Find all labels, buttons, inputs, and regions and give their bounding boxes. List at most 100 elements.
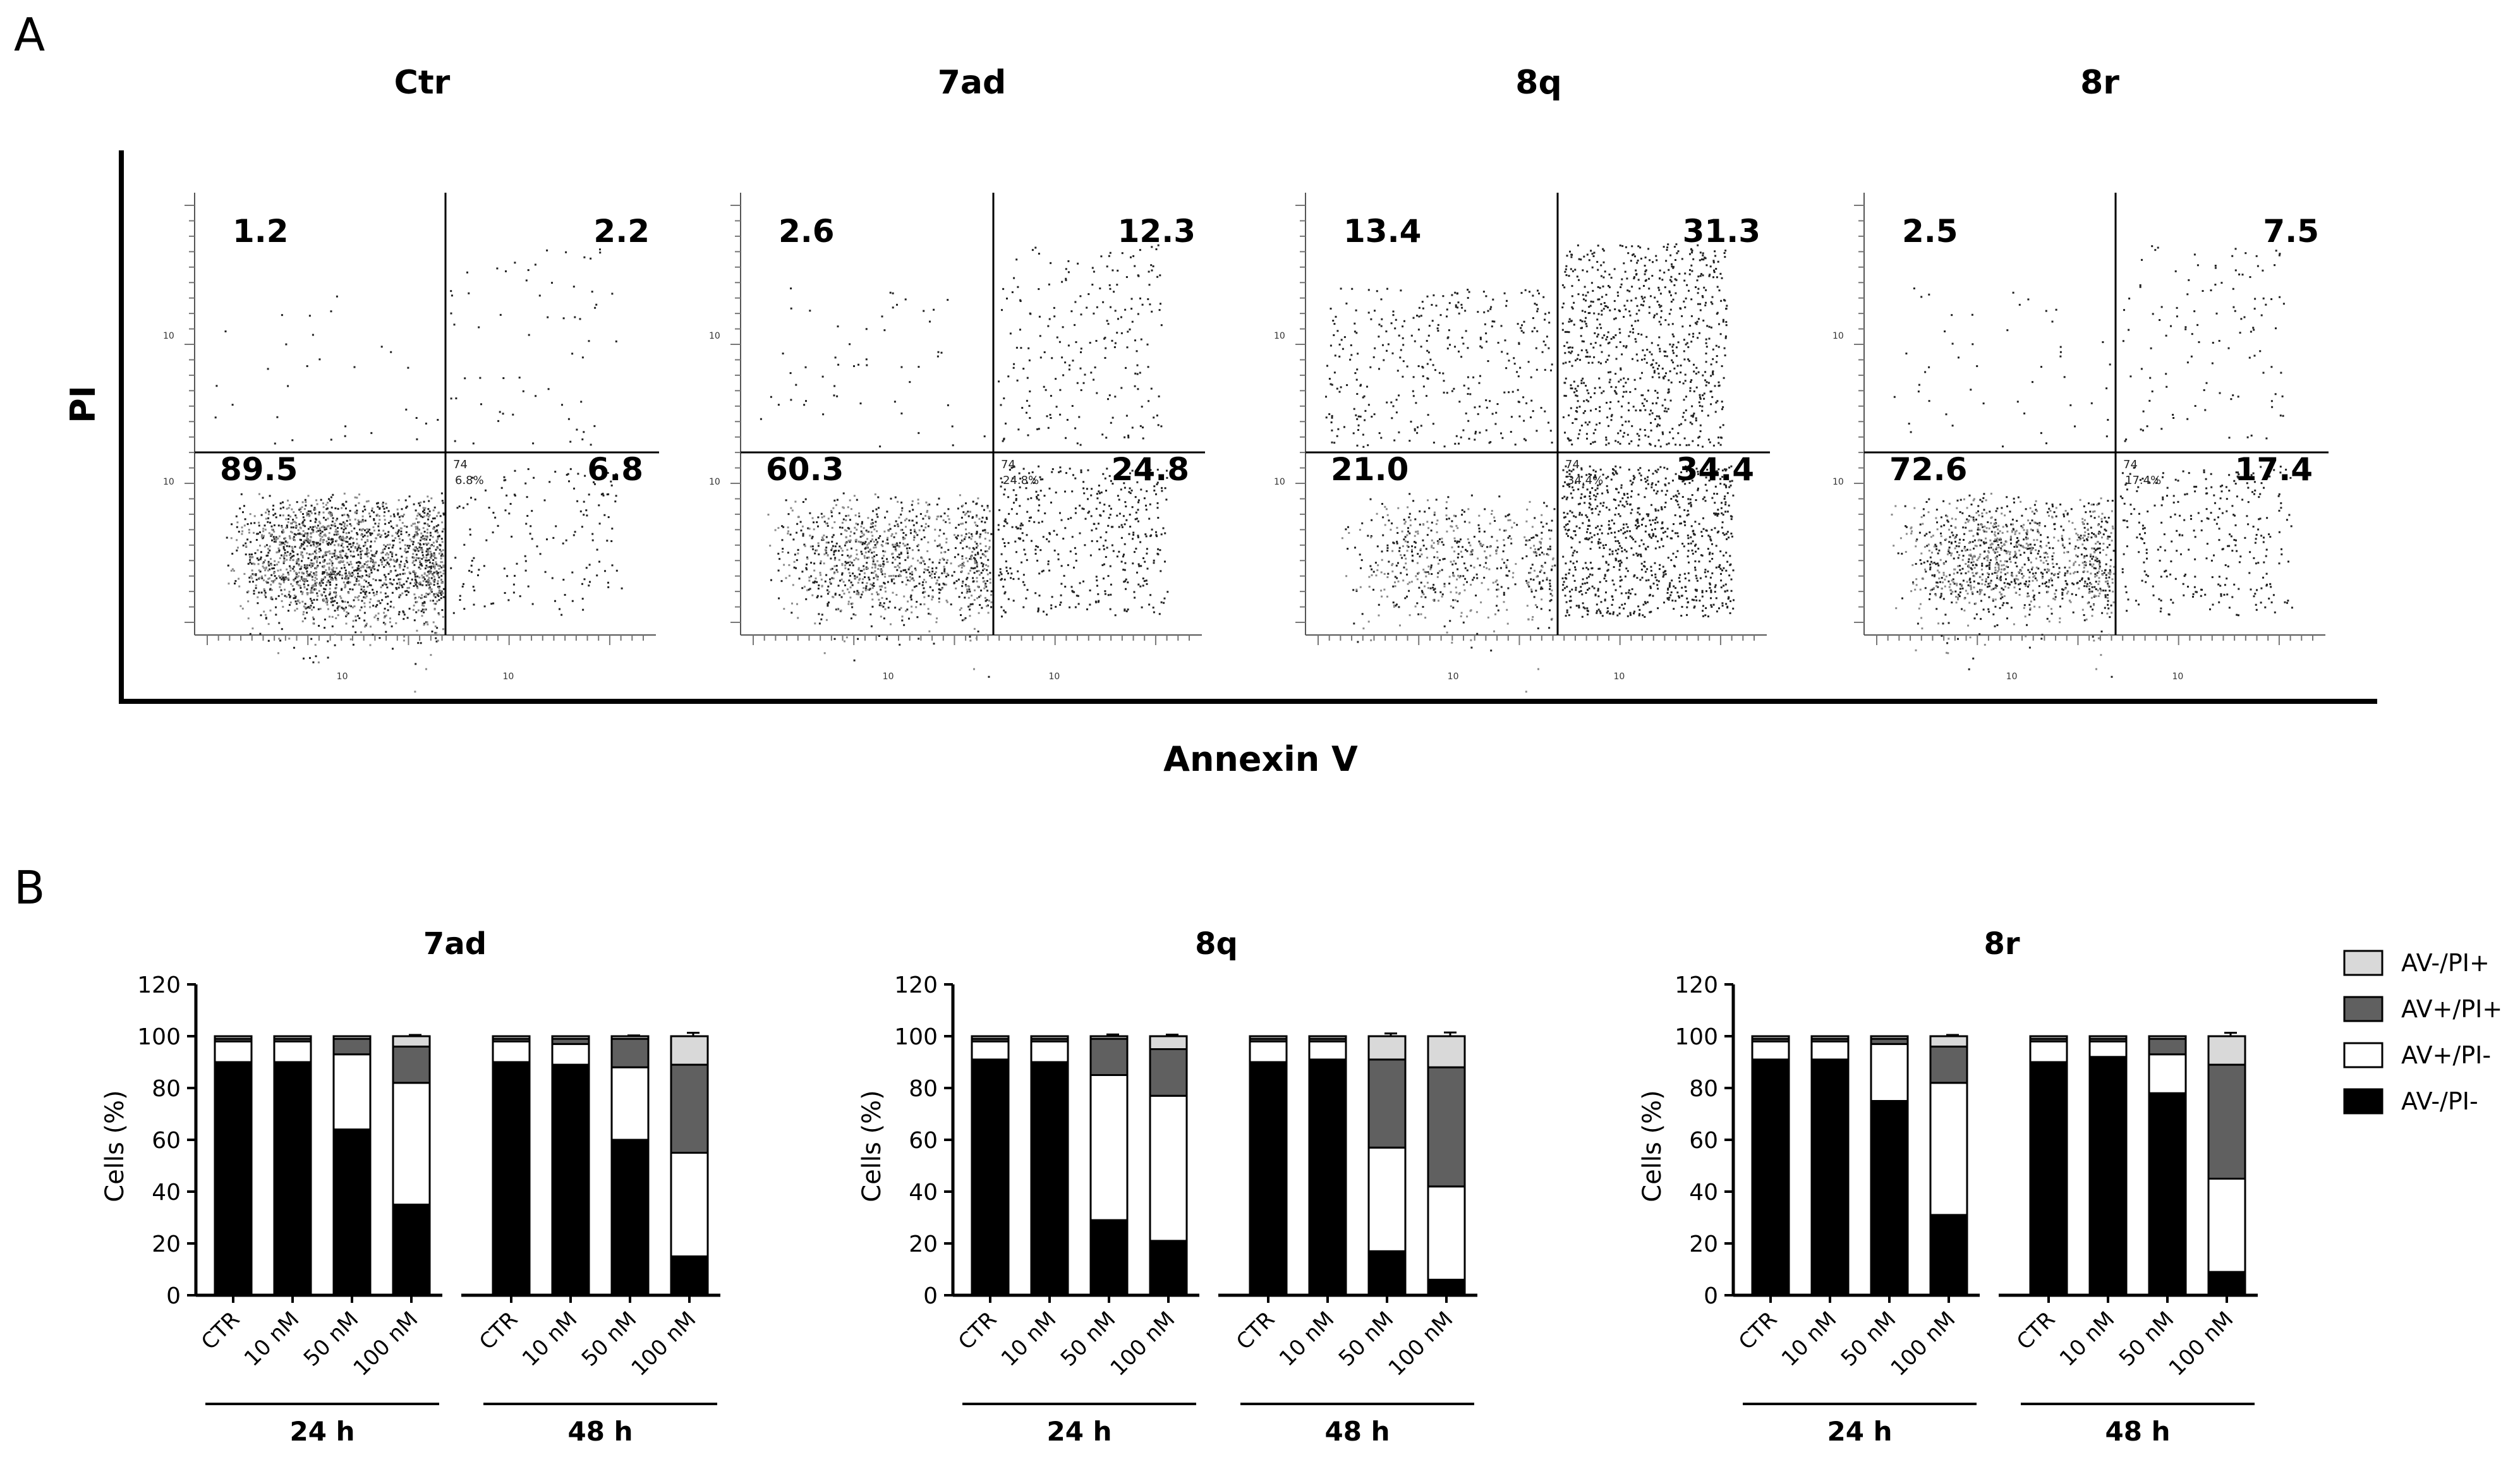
panel-a-ylabel: PI bbox=[63, 385, 103, 423]
dot-plot-7ad: 7ad 10 10 10 10 2.6 12.3 60.3 24.8 24.8% 74 bbox=[709, 64, 1205, 682]
y-tick-label: 120 bbox=[894, 972, 938, 998]
bar-segment bbox=[2207, 1178, 2246, 1273]
bar-segment bbox=[1810, 1035, 1850, 1040]
y-tick-label: 0 bbox=[1704, 1283, 1718, 1309]
y-axis-label: Cells (%) bbox=[1638, 1090, 1667, 1202]
legend-label: AV-/PI- bbox=[2401, 1087, 2478, 1115]
group-label: 48 h bbox=[1325, 1416, 1390, 1447]
y-tick-label: 20 bbox=[909, 1231, 938, 1257]
bar-segment bbox=[1149, 1240, 1188, 1297]
bar-segment bbox=[1810, 1040, 1850, 1061]
x-tick-label: CTR bbox=[1734, 1307, 1782, 1355]
bar-segment bbox=[610, 1035, 650, 1040]
chart-title: 8q bbox=[1195, 926, 1238, 962]
bar-segment bbox=[551, 1063, 590, 1297]
bar-segment bbox=[1089, 1074, 1129, 1221]
quadrant-value-ur: 12.3 bbox=[1118, 213, 1196, 250]
dot-plot-dense-events bbox=[1341, 499, 1554, 693]
quadrant-value-lr: 34.4 bbox=[1676, 451, 1754, 488]
bar-segment bbox=[332, 1037, 372, 1056]
quadrant-inset-label: 17.4% bbox=[2125, 474, 2161, 487]
bar-segment bbox=[2029, 1040, 2068, 1063]
group-label: 24 h bbox=[1047, 1416, 1112, 1447]
x-tick-label: 100 nM bbox=[1886, 1307, 1961, 1381]
legend-item: AV-/PI- bbox=[2343, 1087, 2478, 1115]
bar-segment bbox=[1308, 1058, 1347, 1297]
y-tick-label: 10 bbox=[1832, 331, 1844, 341]
y-tick-label: 60 bbox=[909, 1128, 938, 1154]
bar-segment bbox=[1929, 1045, 1968, 1084]
group-label: 48 h bbox=[568, 1416, 633, 1447]
bar-segment bbox=[2148, 1035, 2187, 1040]
y-tick-label: 10 bbox=[709, 331, 720, 341]
y-axis-label: Cells (%) bbox=[857, 1090, 887, 1202]
bar-segment bbox=[332, 1053, 372, 1131]
chart-title: 7ad bbox=[423, 926, 487, 962]
y-tick-label: 40 bbox=[1689, 1180, 1718, 1206]
dot-plot-title: 7ad bbox=[938, 64, 1007, 102]
bar-segment bbox=[1367, 1146, 1407, 1252]
x-tick-label: 10 bbox=[883, 672, 894, 682]
bar-segment bbox=[2088, 1035, 2128, 1040]
bar-segment bbox=[1249, 1061, 1288, 1297]
dot-plot-dense-events bbox=[227, 492, 445, 693]
quadrant-inset-label: 74 bbox=[2123, 458, 2138, 471]
panel-a-label: A bbox=[14, 8, 45, 61]
x-tick-label: 100 nM bbox=[349, 1307, 423, 1381]
quadrant-value-ul: 1.2 bbox=[233, 213, 289, 250]
panel-b-label: B bbox=[14, 861, 45, 914]
bar-segment bbox=[1929, 1082, 1968, 1216]
bar-segment bbox=[2207, 1271, 2246, 1297]
x-tick-label: CTR bbox=[197, 1307, 245, 1355]
dot-plot-title: 8q bbox=[1515, 64, 1561, 102]
bar-segment bbox=[2148, 1092, 2187, 1297]
bar-segment bbox=[2148, 1053, 2187, 1094]
quadrant-value-ll: 60.3 bbox=[766, 451, 844, 488]
bar-segment bbox=[1308, 1040, 1347, 1061]
x-tick-label: 10 nM bbox=[518, 1307, 583, 1372]
x-tick-label: 10 bbox=[2006, 672, 2018, 682]
x-tick-label: 100 nM bbox=[1384, 1307, 1458, 1381]
bar-segment bbox=[332, 1128, 372, 1297]
group-label: 24 h bbox=[290, 1416, 355, 1447]
group-label: 24 h bbox=[1827, 1416, 1893, 1447]
bar-segment bbox=[1929, 1214, 1968, 1297]
quadrant-inset-label: 6.8% bbox=[455, 474, 484, 487]
quadrant-inset-label: 34.4% bbox=[1567, 474, 1603, 487]
dot-plot-Ctr: Ctr 10 10 10 10 1.2 2.2 89.5 6.8 6.8% 74 bbox=[163, 64, 659, 693]
bar-segment bbox=[1929, 1035, 1968, 1048]
bar-segment bbox=[392, 1035, 431, 1048]
bar-segment bbox=[551, 1043, 590, 1066]
bar-segment bbox=[214, 1035, 253, 1040]
y-tick-label: 0 bbox=[166, 1283, 181, 1309]
bar-segment bbox=[1089, 1037, 1129, 1076]
bar-segment bbox=[1089, 1035, 1129, 1040]
bar-segment bbox=[971, 1058, 1010, 1297]
bar-segment bbox=[670, 1035, 709, 1066]
bar-segment bbox=[492, 1040, 531, 1063]
bar-segment bbox=[492, 1035, 531, 1040]
y-tick-label: 20 bbox=[152, 1231, 181, 1257]
quadrant-value-ur: 7.5 bbox=[2263, 213, 2319, 250]
x-tick-label: 10 bbox=[1048, 672, 1060, 682]
dot-plot-8q: 8q 10 10 10 10 13.4 31.3 21.0 34.4 34.4% 74 bbox=[1274, 64, 1770, 693]
bar-segment bbox=[670, 1063, 709, 1154]
bar-segment bbox=[273, 1035, 312, 1040]
bar-segment bbox=[1870, 1100, 1909, 1297]
y-tick-label: 0 bbox=[923, 1283, 938, 1309]
bar-segment bbox=[1751, 1040, 1790, 1061]
legend-label: AV+/PI- bbox=[2401, 1041, 2491, 1069]
bar-segment bbox=[492, 1061, 531, 1297]
quadrant-inset-label: 74 bbox=[453, 458, 468, 471]
quadrant-value-ll: 21.0 bbox=[1331, 451, 1408, 488]
x-tick-label: CTR bbox=[475, 1307, 523, 1355]
bar-segment bbox=[392, 1045, 431, 1084]
x-tick-label: CTR bbox=[1232, 1307, 1280, 1355]
y-tick-label: 10 bbox=[163, 331, 174, 341]
quadrant-value-lr: 17.4 bbox=[2235, 451, 2313, 488]
x-tick-label: 10 nM bbox=[1777, 1307, 1842, 1372]
legend-item: AV+/PI+ bbox=[2343, 995, 2502, 1023]
x-tick-label: CTR bbox=[2012, 1307, 2060, 1355]
